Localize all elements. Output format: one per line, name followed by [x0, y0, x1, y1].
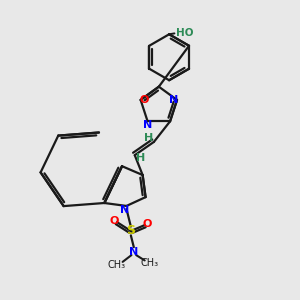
- Text: O: O: [140, 95, 149, 105]
- Text: N: N: [169, 95, 178, 105]
- Text: O: O: [142, 219, 152, 229]
- Text: HO: HO: [176, 28, 193, 38]
- Text: N: N: [129, 247, 138, 256]
- Text: CH₃: CH₃: [141, 258, 159, 268]
- Text: H: H: [136, 153, 145, 163]
- Text: N: N: [143, 120, 152, 130]
- Text: N: N: [120, 205, 130, 215]
- Text: O: O: [110, 216, 119, 226]
- Text: CH₃: CH₃: [107, 260, 125, 270]
- Text: H: H: [144, 134, 153, 143]
- Text: S: S: [126, 224, 135, 238]
